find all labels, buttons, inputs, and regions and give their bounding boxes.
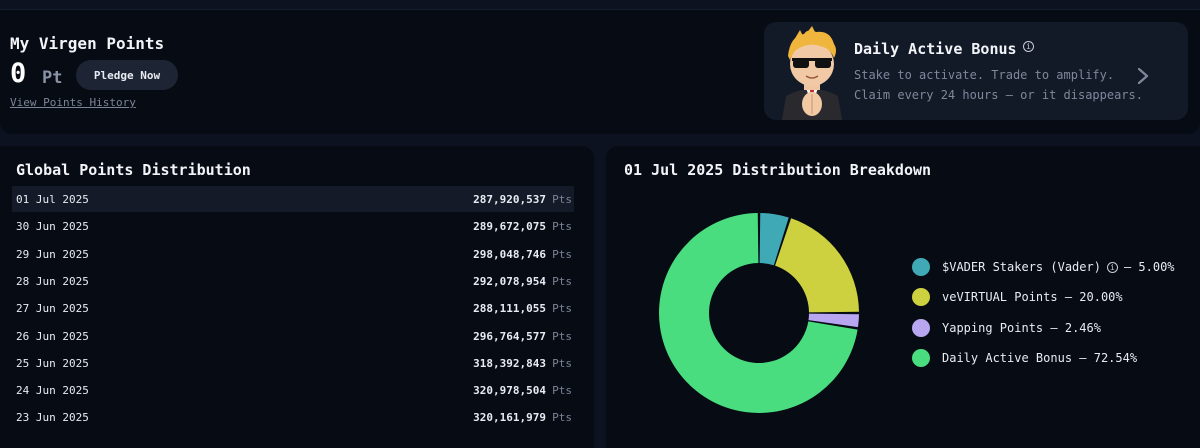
legend-label: Yapping Points – 2.46% [942,320,1101,335]
daily-active-bonus-card[interactable]: Daily Active Bonus i Stake to activate. … [764,22,1188,120]
row-date: 24 Jun 2025 [16,384,89,398]
donut-slice[interactable] [659,213,858,413]
row-value: 296,764,577 [473,329,546,343]
legend-percentage: 5.00% [1138,260,1175,274]
row-unit: Pts [552,274,572,288]
donut-slice[interactable] [759,213,789,266]
legend-swatch [912,258,930,276]
view-points-history-link[interactable]: View Points History [10,96,136,109]
row-date: 28 Jun 2025 [16,274,89,288]
table-row[interactable]: 25 Jun 2025 318,392,843 Pts [12,350,574,376]
table-row[interactable]: 28 Jun 2025 292,078,954 Pts [12,268,574,294]
donut-slice[interactable] [775,218,859,313]
row-date: 30 Jun 2025 [16,220,89,234]
bonus-title: Daily Active Bonus [854,40,1017,58]
row-value: 287,920,537 [473,193,546,206]
row-value: 289,672,075 [473,220,546,234]
top-strip [0,0,1200,10]
pledge-now-button[interactable]: Pledge Now [76,60,178,90]
table-row[interactable]: 01 Jul 2025 287,920,537 Pts [12,186,574,212]
table-row[interactable]: 29 Jun 2025 298,048,746 Pts [12,241,574,267]
row-unit: Pts [552,193,572,206]
legend-swatch [912,318,930,337]
row-value: 318,392,843 [473,356,546,370]
points-unit: Pt [42,68,63,88]
row-unit: Pts [552,411,572,425]
legend-swatch [912,288,930,307]
legend-label: $VADER Stakers (Vader) i – 5.00% [942,260,1175,274]
distribution-breakdown-panel: 01 Jul 2025 Distribution Breakdown $VADE… [606,146,1200,448]
row-value: 298,048,746 [473,247,546,261]
legend-label: Daily Active Bonus – 72.54% [942,350,1138,365]
row-date: 25 Jun 2025 [16,356,89,370]
breakdown-title: 01 Jul 2025 Distribution Breakdown [624,161,932,179]
legend-percentage: 72.54% [1093,350,1138,365]
legend-percentage: 2.46% [1064,320,1101,335]
bonus-description-line2: Claim every 24 hours — or it disappears. [854,88,1143,102]
row-date: 23 Jun 2025 [16,411,89,425]
table-row[interactable]: 23 Jun 2025 320,161,979 Pts [12,404,574,430]
row-value: 320,978,504 [473,384,546,398]
row-unit: Pts [552,247,572,261]
legend-series-name: Yapping Points [942,320,1044,335]
points-panel: My Virgen Points 0 Pt Pledge Now View Po… [0,10,1200,134]
legend-series-name: $VADER Stakers (Vader) [942,260,1101,274]
table-row[interactable]: 26 Jun 2025 296,764,577 Pts [12,323,574,349]
row-unit: Pts [552,220,572,234]
info-icon[interactable]: i [1106,262,1118,273]
row-value: 288,111,055 [473,302,546,316]
row-date: 27 Jun 2025 [16,302,89,316]
row-date: 29 Jun 2025 [16,247,89,261]
donut-slice[interactable] [808,313,859,328]
row-date: 01 Jul 2025 [16,193,89,206]
global-points-title: Global Points Distribution [16,161,251,179]
row-unit: Pts [552,329,572,343]
row-date: 26 Jun 2025 [16,329,89,343]
row-unit: Pts [552,302,572,316]
row-unit: Pts [552,384,572,398]
mascot-icon [782,26,842,120]
row-unit: Pts [552,356,572,370]
chevron-right-icon[interactable] [1136,66,1150,86]
info-icon[interactable]: i [1023,41,1034,52]
legend-percentage: 20.00% [1079,290,1123,305]
row-value: 292,078,954 [473,274,546,288]
legend-series-name: Daily Active Bonus [942,350,1073,365]
points-title: My Virgen Points [10,34,165,53]
legend-swatch [912,348,930,367]
table-row[interactable]: 24 Jun 2025 320,978,504 Pts [12,377,574,403]
legend-series-name: veVIRTUAL Points [942,290,1058,305]
legend-label: veVIRTUAL Points – 20.00% [942,290,1123,305]
points-value: 0 [10,58,27,89]
row-value: 320,161,979 [473,411,546,425]
bonus-description-line1: Stake to activate. Trade to amplify. [854,68,1115,82]
table-row[interactable]: 27 Jun 2025 288,111,055 Pts [12,295,574,321]
table-row[interactable]: 30 Jun 2025 289,672,075 Pts [12,213,574,239]
global-points-panel: Global Points Distribution 01 Jul 2025 28… [0,146,594,448]
donut-chart [659,213,859,413]
